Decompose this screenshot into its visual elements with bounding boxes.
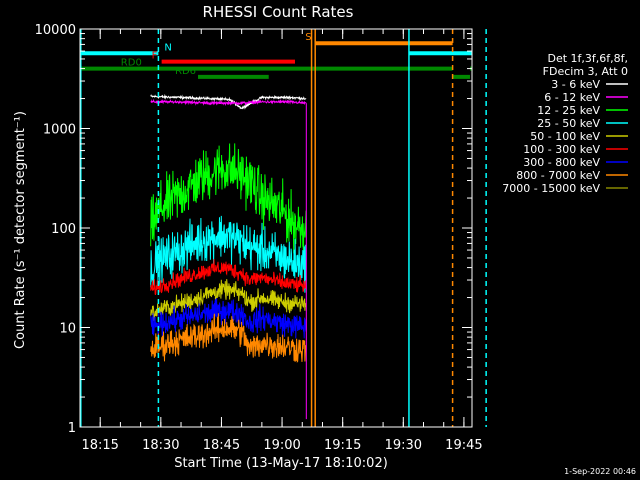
legend-label-4: 50 - 100 keV <box>530 130 600 143</box>
legend-label-0: 3 - 6 keV <box>551 78 600 91</box>
y-tick-label-3: 1000 <box>43 123 76 138</box>
legend-label-6: 300 - 800 keV <box>523 156 600 169</box>
series-line-4 <box>150 279 307 321</box>
legend-label-3: 25 - 50 keV <box>537 117 600 130</box>
legend-header-1: FDecim 3, Att 0 <box>543 65 628 78</box>
legend-label-2: 12 - 25 keV <box>537 104 600 117</box>
y-tick-label-1: 10 <box>59 322 76 337</box>
series-line-1 <box>150 98 307 107</box>
legend-header-0: Det 1f,3f,6f,8f, <box>547 52 628 65</box>
x-tick-label-4: 19:15 <box>324 438 361 453</box>
legend-label-8: 7000 - 15000 keV <box>502 182 600 195</box>
legend-label-5: 100 - 300 keV <box>523 143 600 156</box>
series-line-2 <box>150 143 307 254</box>
legend: Det 1f,3f,6f,8f,FDecim 3, Att 03 - 6 keV… <box>502 52 628 195</box>
flag-label-N: N <box>164 42 171 53</box>
x-tick-label-0: 18:15 <box>81 438 118 453</box>
flag-bars: N S F RD0 RD6 <box>80 32 472 79</box>
x-tick-label-2: 18:45 <box>203 438 240 453</box>
series-line-5 <box>150 259 307 296</box>
x-tick-label-3: 19:00 <box>263 438 300 453</box>
y-axis-label: Count Rate (s⁻¹ detector segment⁻¹) <box>13 111 28 349</box>
legend-label-1: 6 - 12 keV <box>544 91 600 104</box>
vertical-markers <box>80 29 487 427</box>
x-tick-label-1: 18:30 <box>142 438 179 453</box>
flag-label-F: F <box>152 51 158 62</box>
legend-label-7: 800 - 7000 keV <box>516 169 600 182</box>
x-tick-label-5: 19:30 <box>385 438 422 453</box>
series-line-7 <box>150 313 307 363</box>
y-tick-label-4: 10000 <box>35 23 76 38</box>
plot-area <box>150 93 307 420</box>
axes: 18:15 18:30 18:45 19:00 19:15 19:30 19:45 1 10 10… <box>35 23 483 453</box>
x-axis-label: Start Time (13-May-17 18:10:02) <box>174 456 388 471</box>
flag-label-RD6: RD6 <box>175 66 196 77</box>
flag-label-RD0: RD0 <box>121 58 142 69</box>
x-tick-label-6: 19:45 <box>445 438 482 453</box>
series-line-0 <box>150 93 307 110</box>
y-tick-label-2: 100 <box>51 222 76 237</box>
footer-timestamp: 1-Sep-2022 00:46 <box>564 467 636 476</box>
flag-label-S: S <box>305 32 311 43</box>
y-tick-label-0: 1 <box>68 421 76 436</box>
series-line-3 <box>150 215 307 293</box>
chart-title: RHESSI Count Rates <box>203 3 354 21</box>
series-line-6 <box>150 298 307 339</box>
